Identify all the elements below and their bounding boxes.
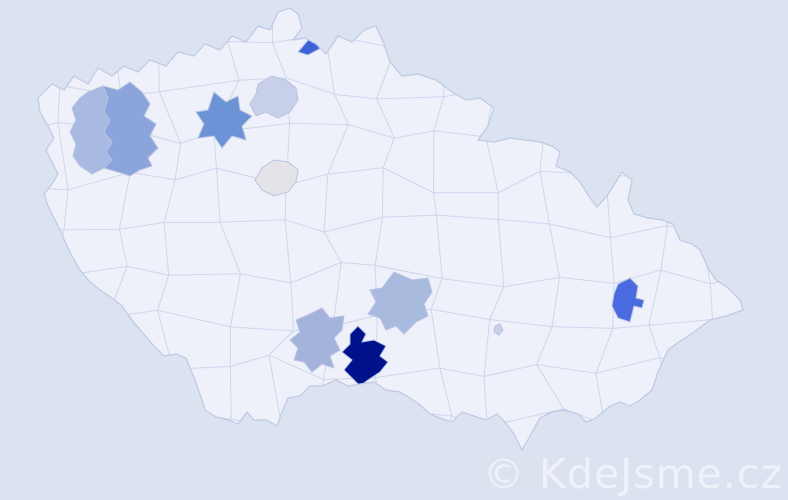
highlighted-districts [69, 38, 645, 387]
region-south-dark-navy[interactable] [341, 325, 389, 387]
region-south-central-light[interactable] [367, 271, 433, 335]
country-outline [37, 7, 744, 452]
region-central-bohemia-gray[interactable] [254, 159, 299, 197]
region-south-bohemia-medium[interactable] [289, 307, 345, 373]
region-northwest-star[interactable] [195, 91, 253, 149]
region-west-bohemia-right[interactable] [102, 81, 159, 177]
region-north-bohemia-light[interactable] [249, 75, 299, 119]
watermark: © KdeJsme.cz [483, 450, 783, 498]
district-mesh [38, 8, 743, 450]
region-east-moravia-bright[interactable] [611, 277, 645, 323]
region-south-moravia-dot[interactable] [493, 323, 504, 336]
